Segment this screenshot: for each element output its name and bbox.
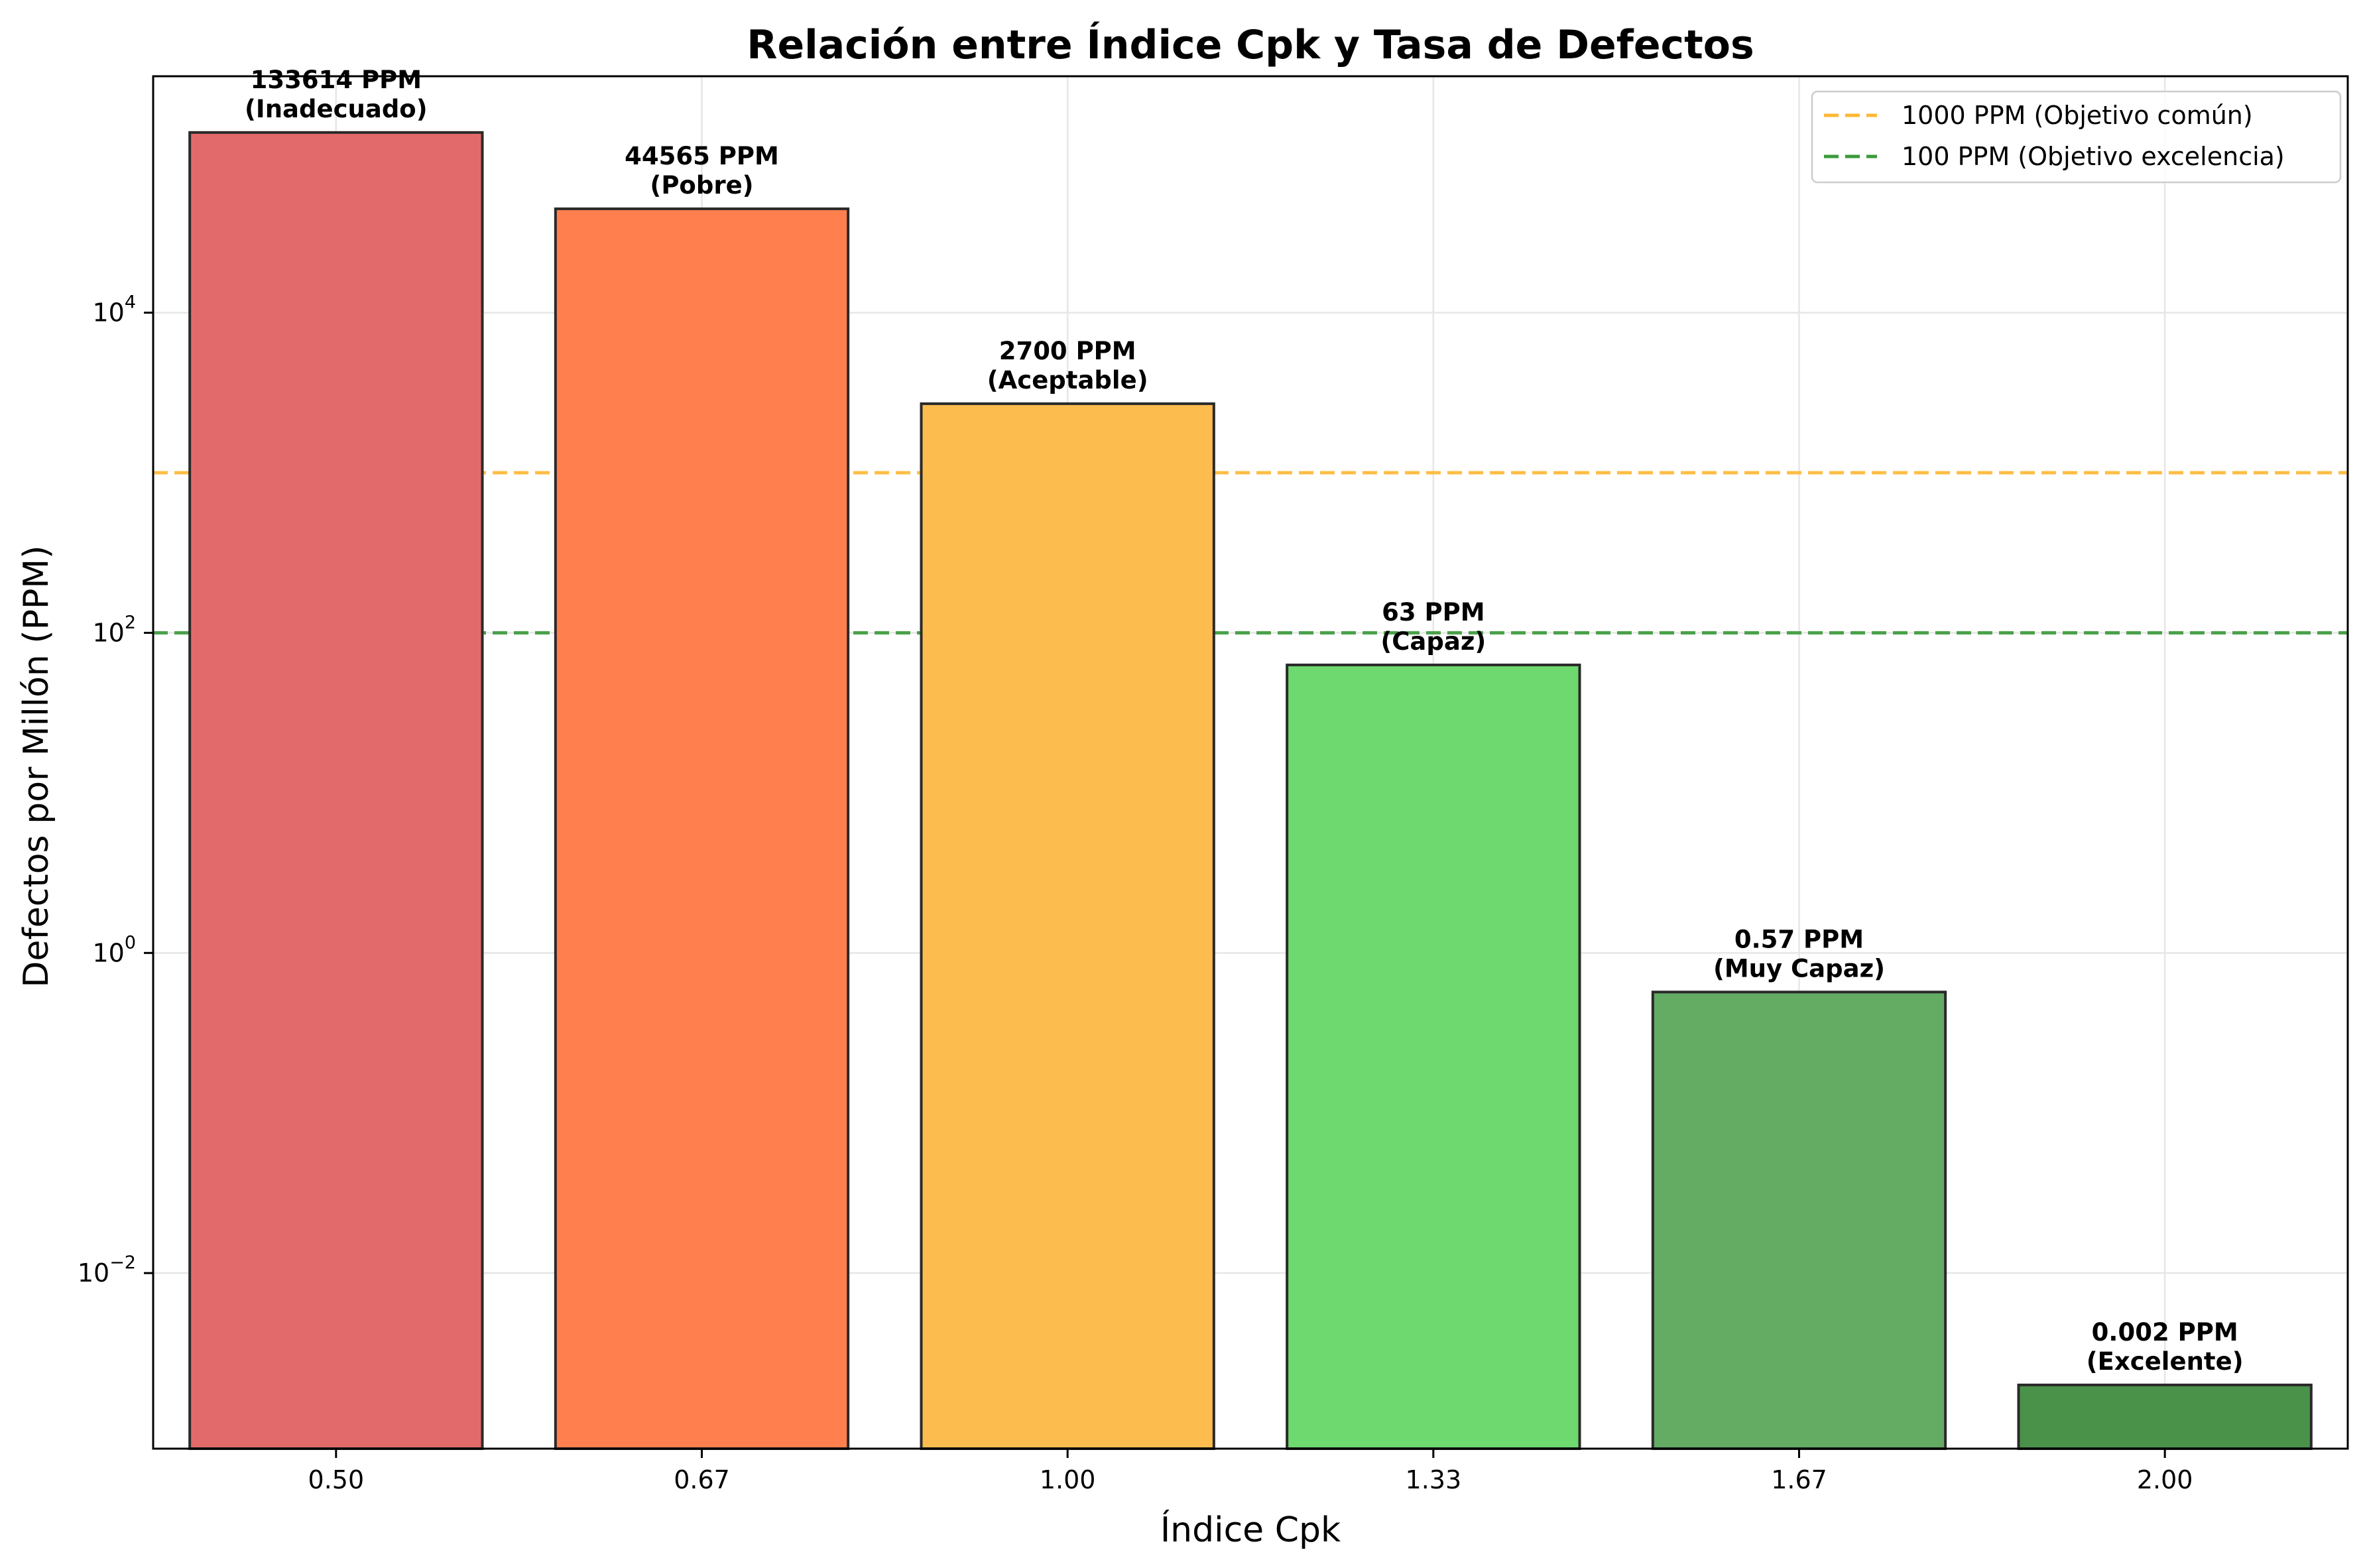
x-tick-label: 1.00 (1040, 1465, 1096, 1494)
x-tick-label: 2.00 (2137, 1465, 2193, 1494)
y-tick-label: 100 (92, 932, 136, 967)
bar-class-label: (Muy Capaz) (1713, 954, 1885, 983)
bar-labels: 133614 PPM(Inadecuado) 44565 PPM(Pobre) 27… (245, 66, 2244, 1376)
x-tick-label: 0.50 (308, 1465, 365, 1494)
bar-class-label: (Pobre) (650, 171, 753, 200)
bar-value-label: 133614 PPM (251, 66, 422, 94)
legend-box (1811, 90, 2342, 184)
x-axis-label: Índice Cpk (1160, 1510, 1341, 1550)
axis-ticks: 10−2 100 102 104 0.50 0.67 1.00 1.33 1.67 2.00 (78, 292, 2193, 1494)
chart-title: Relación entre Índice Cpk y Tasa de Defe… (747, 21, 1754, 68)
bar-class-label: (Capaz) (1380, 627, 1486, 656)
x-tick-label: 0.67 (674, 1465, 730, 1494)
bar-value-label: 0.57 PPM (1734, 925, 1864, 953)
bar (1286, 663, 1581, 1450)
bar-class-label: (Excelente) (2087, 1347, 2244, 1376)
reference-lines (153, 471, 2348, 634)
bar-value-label: 0.002 PPM (2092, 1318, 2238, 1347)
bar (920, 402, 1215, 1450)
bar-value-label: 2700 PPM (999, 337, 1136, 365)
bar (1651, 991, 1947, 1450)
legend: 1000 PPM (Objetivo común) 100 PPM (Objeti… (1811, 90, 2342, 184)
y-axis-label: Defectos por Millón (PPM) (17, 545, 56, 987)
legend-label: 1000 PPM (Objetivo común) (1902, 101, 2253, 130)
bar (554, 207, 850, 1451)
bar-class-label: (Inadecuado) (245, 95, 428, 123)
legend-label: 100 PPM (Objetivo excelencia) (1902, 142, 2285, 171)
bar-class-label: (Aceptable) (987, 366, 1148, 394)
bar-value-label: 44565 PPM (625, 142, 779, 170)
x-tick-label: 1.33 (1406, 1465, 1462, 1494)
plot-frame (152, 75, 2349, 1450)
bar (188, 131, 484, 1450)
y-tick-label: 102 (92, 612, 136, 647)
x-tick-label: 1.67 (1771, 1465, 1827, 1494)
bar (2017, 1383, 2313, 1451)
y-tick-label: 104 (92, 292, 136, 328)
y-tick-label: 10−2 (78, 1252, 136, 1288)
bar-value-label: 63 PPM (1382, 598, 1484, 627)
